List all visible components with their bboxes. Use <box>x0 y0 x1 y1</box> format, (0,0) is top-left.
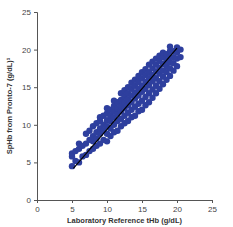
tick: 5 <box>70 200 75 214</box>
tick-label: 15 <box>22 83 31 92</box>
y-axis-title: SpHb from Pronto-7 (g/dL)¹ <box>5 57 14 154</box>
x-axis: 0 5 10 15 20 25 <box>35 200 217 214</box>
tick-label: 25 <box>22 8 31 17</box>
tick: 15 <box>138 200 147 214</box>
tick: 15 <box>22 83 37 92</box>
tick-mark <box>177 200 178 203</box>
tick-mark <box>34 12 37 13</box>
point <box>104 138 110 144</box>
tick-mark <box>34 125 37 126</box>
tick: 0 <box>35 200 40 214</box>
tick-label: 5 <box>27 158 32 167</box>
tick-mark <box>34 162 37 163</box>
plot-area <box>69 43 184 169</box>
tick-label: 25 <box>208 205 217 214</box>
tick-label: 10 <box>22 121 31 130</box>
tick: 20 <box>173 200 182 214</box>
y-axis: 0 5 10 15 20 25 <box>22 8 37 205</box>
tick: 0 <box>27 196 37 205</box>
tick-mark <box>72 200 73 203</box>
point <box>69 163 75 169</box>
tick-label: 5 <box>70 205 75 214</box>
tick-label: 0 <box>35 205 40 214</box>
tick-mark <box>107 200 108 203</box>
chart: 0 5 10 15 20 25 0 5 10 15 20 25 Laboratory Reference… <box>0 0 233 227</box>
fit-line <box>73 48 177 168</box>
tick: 25 <box>208 200 217 214</box>
tick-mark <box>34 200 37 201</box>
point <box>174 63 180 69</box>
tick-label: 10 <box>103 205 112 214</box>
point <box>177 54 183 60</box>
tick-mark <box>142 200 143 203</box>
point <box>167 73 173 79</box>
point <box>177 46 183 52</box>
tick: 20 <box>22 46 37 55</box>
tick-mark <box>34 87 37 88</box>
tick-mark <box>212 200 213 203</box>
x-axis-title: Laboratory Reference tHb (g/dL) <box>67 216 183 225</box>
tick-label: 0 <box>27 196 32 205</box>
tick: 5 <box>27 158 37 167</box>
tick-label: 20 <box>22 46 31 55</box>
tick-label: 20 <box>173 205 182 214</box>
tick: 10 <box>22 121 37 130</box>
tick: 25 <box>22 8 37 17</box>
axis-line <box>34 13 38 201</box>
tick: 10 <box>103 200 112 214</box>
tick-mark <box>34 50 37 51</box>
axis-line <box>38 201 213 204</box>
tick-label: 15 <box>138 205 147 214</box>
